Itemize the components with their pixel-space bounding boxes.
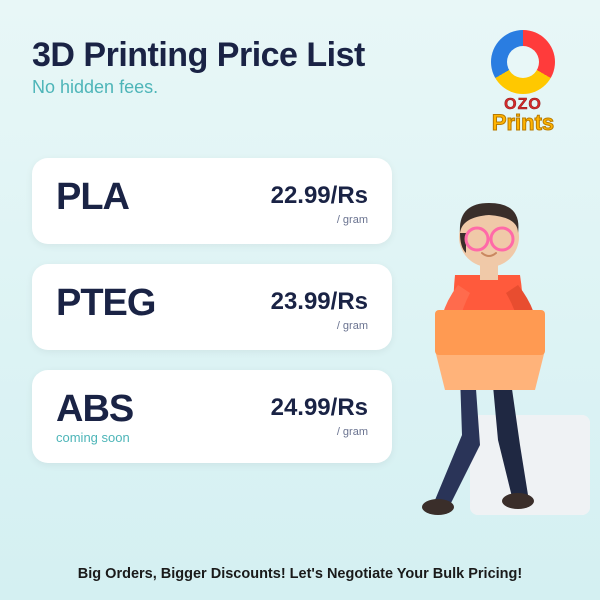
logo-ring-icon [491, 30, 555, 94]
price-unit: / gram [271, 214, 368, 226]
price-list: PLA 22.99/Rs / gram PTEG 23.99/Rs / gram… [32, 158, 392, 463]
price-unit: / gram [271, 320, 368, 332]
material-name: ABS [56, 390, 133, 428]
price-value: 24.99/Rs [271, 394, 368, 422]
page-title: 3D Printing Price List [32, 36, 365, 75]
brand-logo: OZO Prints [478, 30, 568, 136]
price-block: 22.99/Rs / gram [271, 178, 368, 226]
material-block: PTEG [56, 284, 155, 324]
material-name: PLA [56, 178, 129, 216]
material-block: PLA [56, 178, 129, 218]
price-value: 23.99/Rs [271, 288, 368, 316]
logo-text-bottom: Prints [478, 110, 568, 136]
material-block: ABS coming soon [56, 390, 133, 445]
title-block: 3D Printing Price List No hidden fees. [32, 30, 365, 98]
price-block: 23.99/Rs / gram [271, 284, 368, 332]
price-card-pla: PLA 22.99/Rs / gram [32, 158, 392, 244]
page-subtitle: No hidden fees. [32, 77, 365, 98]
price-card-abs: ABS coming soon 24.99/Rs / gram [32, 370, 392, 463]
footer-tagline: Big Orders, Bigger Discounts! Let's Nego… [0, 566, 600, 582]
price-value: 22.99/Rs [271, 182, 368, 210]
material-note: coming soon [56, 430, 133, 445]
price-unit: / gram [271, 426, 368, 438]
header: 3D Printing Price List No hidden fees. O… [32, 30, 568, 136]
material-name: PTEG [56, 284, 155, 322]
character-illustration [380, 175, 590, 525]
price-block: 24.99/Rs / gram [271, 390, 368, 438]
price-card-pteg: PTEG 23.99/Rs / gram [32, 264, 392, 350]
